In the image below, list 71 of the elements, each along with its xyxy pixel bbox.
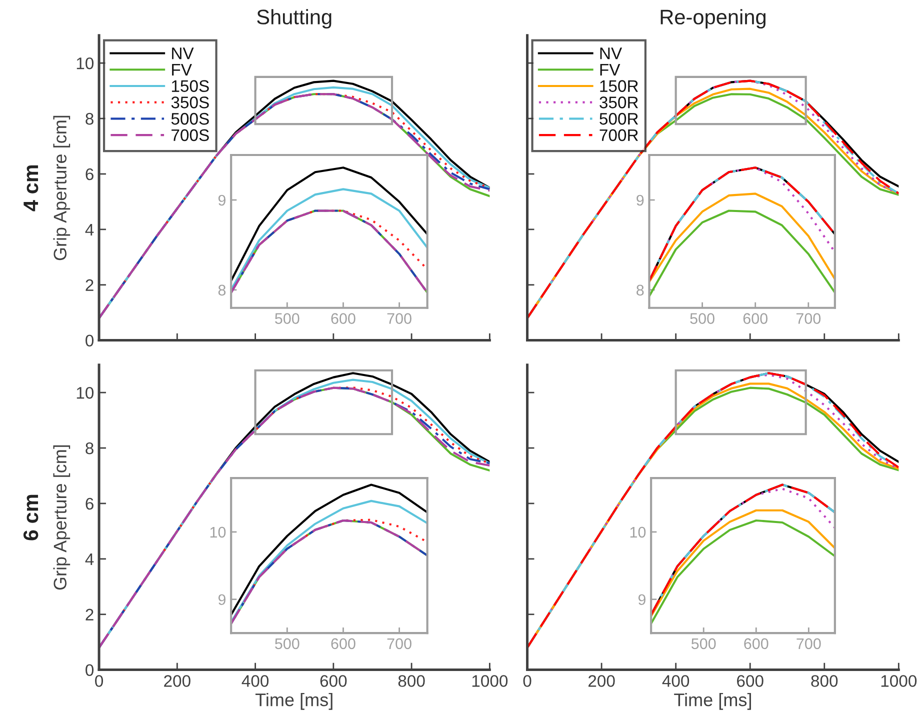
legend-label: 150S — [172, 80, 209, 92]
line-series — [651, 519, 835, 625]
x-tick-label: 1000 — [881, 675, 917, 687]
y-tick-label: 4 — [85, 224, 94, 236]
x-tick-label: 600 — [331, 638, 356, 650]
x-tick-label: 600 — [331, 313, 356, 324]
y-tick-label: 8 — [86, 442, 94, 454]
y-tick-label: 10 — [76, 386, 94, 399]
x-tick-label: 400 — [242, 675, 269, 687]
y-axis-title: Grip Aperture [cm] — [53, 116, 70, 260]
y-tick-label: 9 — [218, 194, 226, 206]
legend-label: FV — [600, 64, 620, 76]
y-axis-title: Grip Aperture [cm] — [53, 445, 70, 590]
line-series — [231, 166, 428, 282]
legend-label: 700S — [172, 129, 209, 142]
legend-label: 150R — [600, 80, 638, 92]
y-tick-label: 0 — [86, 664, 94, 676]
chart-title: Shutting — [257, 9, 332, 29]
x-tick-label: 200 — [588, 675, 615, 687]
y-tick-label: 10 — [210, 526, 226, 538]
x-tick-label: 600 — [744, 638, 768, 650]
x-tick-label: 700 — [796, 638, 821, 650]
y-tick-label: 6 — [86, 498, 94, 510]
x-tick-label: 600 — [737, 675, 764, 687]
x-tick-label: 800 — [398, 675, 425, 687]
x-axis-title: Time [ms] — [255, 692, 332, 710]
x-tick-label: 400 — [662, 675, 690, 687]
x-tick-label: 700 — [387, 638, 412, 650]
y-tick-label: 2 — [86, 279, 94, 291]
x-tick-label: 700 — [796, 313, 821, 324]
x-tick-label: 500 — [275, 638, 300, 650]
x-tick-label: 800 — [811, 675, 838, 687]
legend-label: NV — [172, 48, 194, 60]
x-axis-title: Time [ms] — [674, 692, 751, 710]
legend-label: 500R — [600, 112, 638, 125]
line-series — [649, 192, 835, 283]
y-tick-label: 8 — [218, 284, 226, 296]
y-tick-label: 9 — [638, 594, 646, 606]
y-tick-label: 10 — [76, 57, 94, 70]
x-tick-label: 500 — [275, 313, 300, 324]
legend-label: 350S — [171, 96, 209, 108]
legend-label: FV — [172, 64, 192, 76]
text: 6 cm — [23, 494, 38, 540]
legend-label: 700R — [600, 129, 638, 142]
y-tick-label: 0 — [86, 334, 94, 347]
x-tick-label: 700 — [387, 313, 412, 324]
text: 4 cm — [24, 165, 38, 212]
legend-label: 350R — [600, 96, 638, 108]
line-series — [649, 210, 835, 298]
y-tick-label: 4 — [85, 553, 94, 565]
x-tick-label: 0 — [95, 675, 104, 687]
y-tick-label: 8 — [86, 112, 94, 125]
y-tick-label: 2 — [86, 608, 94, 620]
x-tick-label: 0 — [523, 675, 532, 687]
y-tick-label: 9 — [218, 594, 226, 606]
y-tick-label: 10 — [630, 526, 646, 538]
legend-label: NV — [600, 48, 622, 60]
x-tick-label: 500 — [690, 313, 714, 324]
x-tick-label: 500 — [691, 638, 716, 650]
y-tick-label: 8 — [636, 284, 644, 296]
line-series — [651, 509, 835, 618]
x-tick-label: 200 — [164, 675, 190, 687]
line-series — [231, 188, 428, 291]
x-tick-label: 600 — [743, 313, 768, 324]
line-series — [231, 484, 428, 616]
y-tick-label: 6 — [86, 168, 94, 180]
x-tick-label: 600 — [320, 675, 347, 687]
chart-title: Re-opening — [660, 9, 766, 29]
y-tick-label: 9 — [636, 194, 644, 206]
legend-label: 500S — [171, 112, 209, 125]
x-tick-label: 1000 — [472, 675, 508, 687]
